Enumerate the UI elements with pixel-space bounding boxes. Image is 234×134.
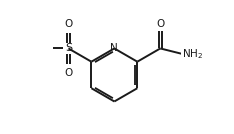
Text: O: O (64, 68, 73, 78)
Text: NH$_2$: NH$_2$ (182, 47, 203, 61)
Text: O: O (64, 19, 73, 29)
Text: S: S (65, 43, 72, 53)
Text: O: O (156, 19, 165, 29)
Text: N: N (110, 43, 118, 53)
